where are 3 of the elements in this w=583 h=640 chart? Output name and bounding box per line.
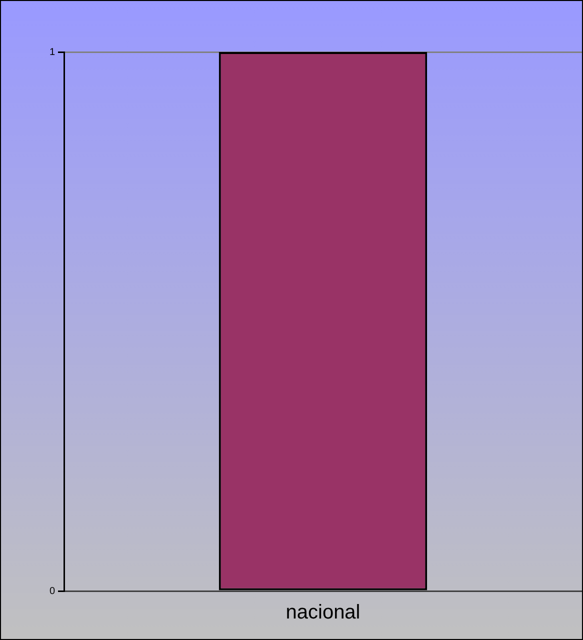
x-tick-label: nacional bbox=[286, 602, 360, 624]
y-tick-label: 1 bbox=[49, 46, 56, 58]
y-tick-label: 0 bbox=[49, 586, 56, 597]
